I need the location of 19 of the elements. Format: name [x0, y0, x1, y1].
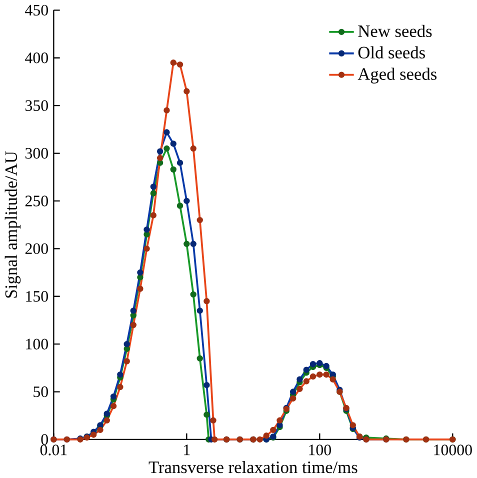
y-tick-label: 100	[26, 338, 48, 350]
y-tick-label: 200	[25, 243, 48, 254]
legend-label: New seeds	[358, 24, 432, 38]
x-axis-title: Transverse relaxation time/ms	[148, 460, 358, 474]
y-tick-label: 250	[25, 196, 48, 206]
x-tick-label: 1	[184, 444, 190, 456]
y-tick-label: 450	[24, 4, 48, 16]
y-tick-label: 50	[33, 386, 48, 398]
x-tick-label: 0.01	[40, 444, 66, 456]
legend-label: Old seeds	[358, 46, 425, 58]
y-tick-label: 350	[25, 100, 48, 111]
y-axis-title: Signal amplitude/AU	[4, 151, 20, 298]
y-tick-label: 300	[25, 148, 48, 159]
x-tick-label: 100	[308, 444, 331, 456]
x-tick-label: 10000	[434, 444, 472, 456]
y-tick-label: 400	[24, 52, 48, 64]
y-tick-label: 0	[41, 434, 48, 445]
y-tick-label: 150	[26, 291, 48, 302]
legend-label: Aged seeds	[358, 68, 436, 84]
